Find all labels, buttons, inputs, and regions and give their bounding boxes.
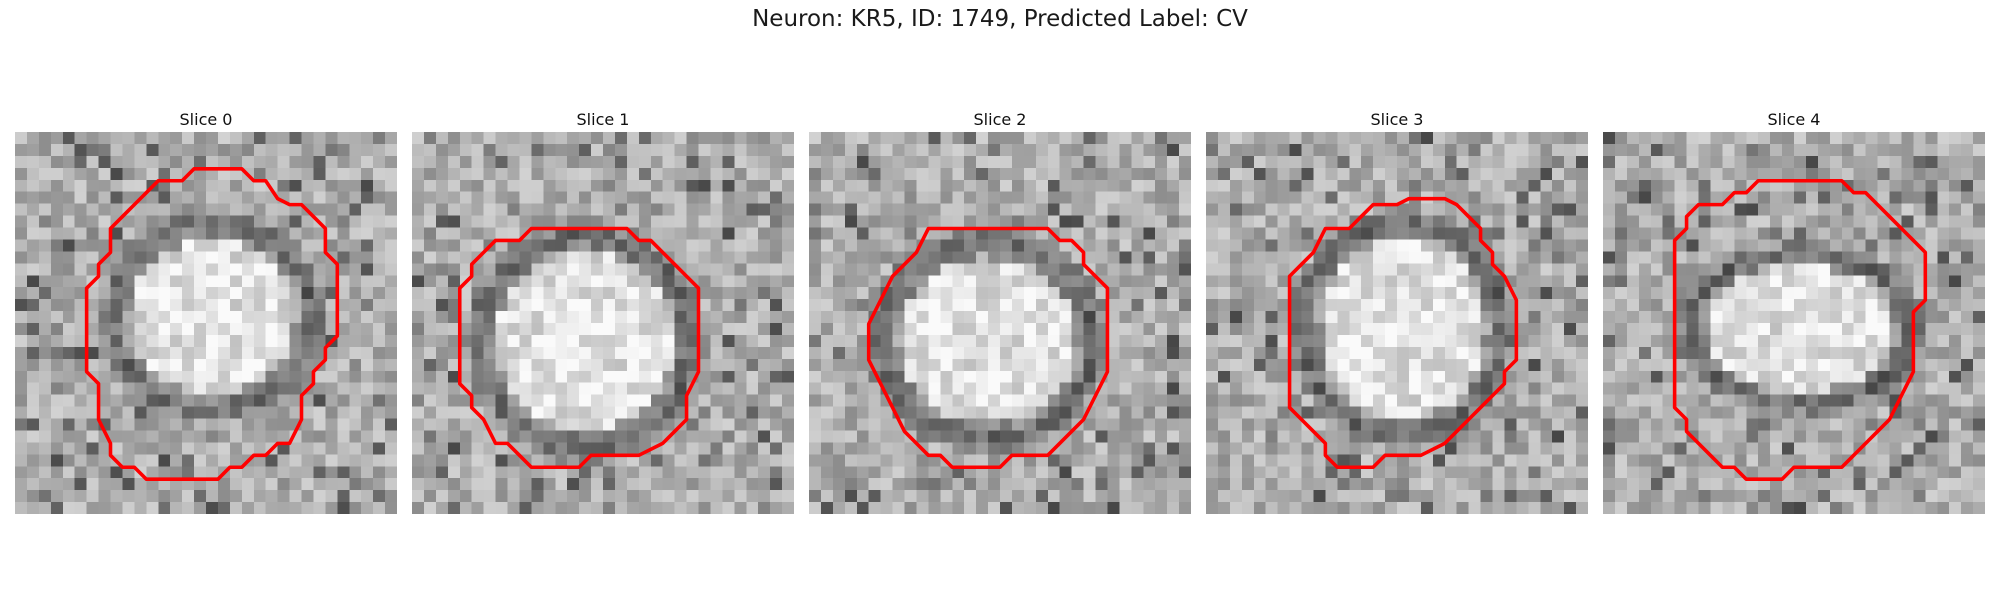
slice-title-4: Slice 4 (1767, 110, 1821, 129)
slice-panel-4: Slice 4 (1603, 108, 1985, 514)
slice-title-1: Slice 1 (576, 110, 630, 129)
slice-panel-0: Slice 0 (15, 108, 397, 514)
slice-image-3 (1206, 132, 1588, 514)
slice-panel-3: Slice 3 (1206, 108, 1588, 514)
slice-image-0 (15, 132, 397, 514)
slice-title-3: Slice 3 (1370, 110, 1424, 129)
slice-title-0: Slice 0 (179, 110, 233, 129)
slice-title-2: Slice 2 (973, 110, 1027, 129)
slice-panel-2: Slice 2 (809, 108, 1191, 514)
slice-image-2 (809, 132, 1191, 514)
figure-title: Neuron: KR5, ID: 1749, Predicted Label: … (752, 6, 1248, 32)
slice-image-1 (412, 132, 794, 514)
slice-panel-1: Slice 1 (412, 108, 794, 514)
slice-image-4 (1603, 132, 1985, 514)
